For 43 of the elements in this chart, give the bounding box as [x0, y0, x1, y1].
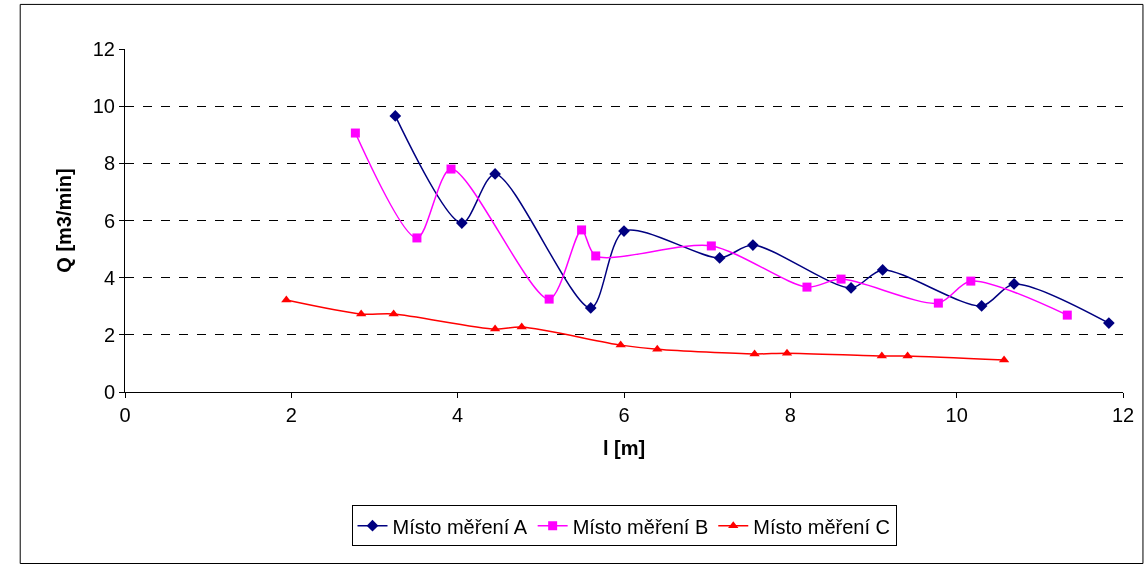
x-tick-label: 8 [784, 404, 796, 426]
point [584, 302, 597, 314]
point [591, 251, 601, 261]
point [975, 300, 988, 312]
point [1062, 310, 1072, 320]
y-tick-label: 8 [103, 152, 115, 175]
x-tick-label: 2 [285, 404, 297, 426]
x-tick-label: 12 [1111, 404, 1135, 426]
y-tick-label: 12 [92, 38, 115, 60]
y-tick-label: 0 [103, 381, 115, 403]
point [747, 239, 759, 251]
point [902, 351, 913, 359]
x-tick-label: 10 [945, 404, 968, 426]
y-tick-label: 4 [103, 266, 115, 289]
point [544, 294, 554, 304]
point [1103, 317, 1115, 329]
point [281, 295, 292, 303]
point [749, 349, 760, 357]
x-tick-label: 4 [452, 404, 464, 426]
y-axis-title: Q [m3/min] [53, 168, 76, 273]
point [966, 276, 976, 286]
x-axis-title: l [m] [602, 436, 646, 459]
point [933, 298, 943, 308]
y-tick-label: 6 [103, 209, 115, 232]
x-tick-label: 6 [618, 404, 630, 426]
point [876, 264, 889, 276]
point [713, 252, 726, 264]
legend-label: Místo měření A [392, 515, 528, 538]
legend-label: Místo měření C [753, 515, 890, 538]
y-tick-label: 2 [103, 323, 115, 346]
point [489, 168, 501, 180]
point [412, 233, 422, 243]
point [802, 282, 812, 292]
point [455, 217, 468, 229]
point [446, 164, 456, 174]
point [577, 225, 587, 235]
point [706, 241, 716, 251]
x-tick-label: 0 [119, 404, 131, 426]
y-tick-label: 10 [92, 95, 115, 118]
point [389, 110, 402, 122]
point [350, 128, 360, 138]
legend-label: Místo měření B [572, 515, 709, 538]
point [836, 274, 846, 284]
